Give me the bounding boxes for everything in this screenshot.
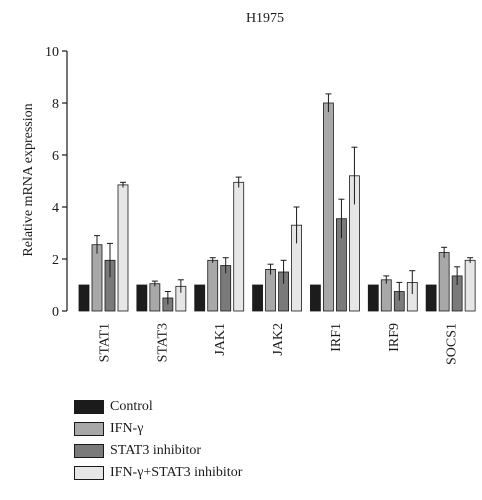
bar: [380, 279, 392, 312]
bar: [265, 268, 276, 312]
bar: [367, 284, 379, 312]
legend-swatch-control: [74, 400, 104, 414]
legend-item-control: Control: [74, 396, 242, 418]
y-axis-label: Relative mRNA expression: [21, 103, 36, 256]
legend-label: IFN-γ: [110, 421, 144, 436]
legend-item-stat3-inhibitor: STAT3 inhibitor: [74, 440, 242, 462]
y-tick-label: 0: [52, 305, 59, 320]
bar: [117, 184, 129, 312]
bar: [149, 283, 161, 312]
legend-label: STAT3 inhibitor: [110, 443, 202, 458]
legend-swatch-ifn-gamma: [74, 422, 104, 436]
legend-swatch-stat3-inhibitor: [74, 444, 104, 458]
x-tick-label: JAK2: [271, 323, 286, 356]
bar: [207, 259, 219, 312]
legend-label: IFN-γ+STAT3 inhibitor: [110, 465, 243, 480]
legend-swatch-ifn-gamma-stat3-inhibitor: [74, 466, 104, 480]
x-tick-label: STAT1: [98, 323, 113, 362]
bar: [310, 284, 321, 312]
bar: [438, 252, 450, 312]
legend-label: Control: [110, 399, 153, 414]
y-tick-label: 2: [52, 253, 59, 268]
legend: Control IFN-γ STAT3 inhibitor IFN-γ+STAT…: [74, 396, 242, 484]
y-tick-label: 4: [52, 201, 59, 216]
bar: [252, 284, 263, 312]
chart-title: H1975: [246, 11, 284, 26]
y-axis: 0 2 4 6 8 10: [45, 45, 68, 320]
bar: [91, 244, 103, 312]
bars-group: [78, 93, 476, 312]
bar-chart: H1975 Relative mRNA expression 0 2 4 6 8 10 S…: [21, 11, 476, 365]
bar: [194, 284, 206, 312]
bar: [233, 181, 245, 312]
x-tick-label: SOCS1: [445, 323, 460, 365]
bar: [425, 284, 437, 312]
bar: [136, 284, 148, 312]
legend-item-ifn-gamma-stat3-inhibitor: IFN-γ+STAT3 inhibitor: [74, 462, 242, 484]
x-tick-label: IRF9: [387, 323, 402, 352]
x-tick-label: JAK1: [213, 323, 228, 356]
x-tick-label: IRF1: [329, 323, 344, 352]
bar: [323, 102, 334, 312]
x-axis: STAT1 STAT3 JAK1 JAK2 IRF1 IRF9 SOCS1: [98, 323, 460, 365]
bar: [464, 259, 476, 312]
x-tick-label: STAT3: [155, 323, 170, 362]
bar: [78, 284, 90, 312]
legend-item-ifn-gamma: IFN-γ: [74, 418, 242, 440]
y-tick-label: 8: [52, 97, 59, 112]
y-tick-label: 10: [45, 45, 59, 60]
y-tick-label: 6: [52, 149, 59, 164]
